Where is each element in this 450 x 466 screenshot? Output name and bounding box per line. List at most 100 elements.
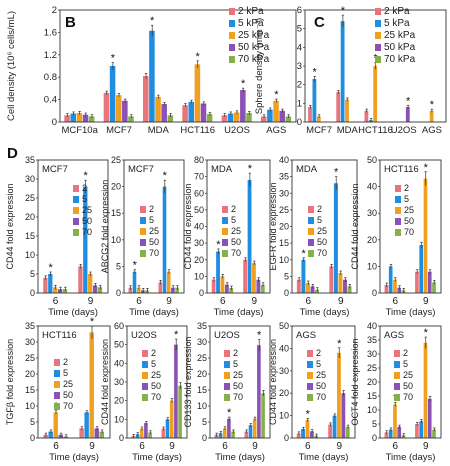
bar (388, 429, 393, 438)
axes-frame (37, 325, 111, 439)
legend-swatch (394, 361, 400, 368)
bar (256, 279, 261, 293)
axes-frame (37, 159, 109, 294)
legend-label: 25 (316, 370, 326, 380)
axes-frame (291, 159, 358, 294)
bar (338, 273, 343, 293)
bar (296, 433, 301, 438)
legend-swatch (73, 207, 79, 214)
bar (261, 393, 265, 438)
bar (308, 107, 312, 122)
legend-label: 25 (403, 370, 413, 380)
legend-label: 5 (404, 194, 409, 204)
bar (79, 428, 84, 438)
legend-swatch (142, 394, 148, 401)
bar (70, 113, 76, 122)
legend-label: 70 (149, 248, 159, 258)
bar (309, 431, 314, 438)
y-tick-label: 10 (279, 411, 289, 421)
y-tick-label: 40 (367, 182, 377, 192)
x-tick-label: 6 (220, 296, 226, 307)
bar (243, 259, 248, 293)
legend-swatch (224, 383, 230, 390)
x-axis-label: Time (days) (49, 452, 99, 463)
bar (273, 100, 279, 122)
bar (427, 398, 432, 438)
bar (135, 434, 140, 438)
bar (310, 286, 315, 293)
x-tick-label: AGS (266, 125, 286, 136)
bar (341, 393, 346, 438)
legend-label: 5 kPa (384, 18, 410, 29)
bar (97, 287, 103, 293)
significance-star: * (248, 163, 253, 175)
legend-swatch (375, 20, 381, 27)
bar (148, 432, 152, 438)
panel-label-d: D (7, 145, 18, 162)
legend-label: 50 (316, 381, 326, 391)
y-tick-label: 40 (194, 222, 204, 232)
bar (397, 287, 402, 293)
x-tick-label: 9 (423, 441, 429, 452)
legend-label: 50 (403, 381, 413, 391)
bar (218, 433, 223, 438)
y-tick-label: 40 (114, 358, 124, 368)
chart-title: U2OS (214, 330, 240, 341)
axes-frame (379, 325, 442, 439)
legend-label: 25 (317, 226, 327, 236)
legend-label: 50 (149, 237, 159, 247)
legend-label: 2 (233, 348, 238, 358)
y-tick-label: 25 (197, 353, 207, 363)
y-axis-label: TGFβ fold expression (5, 339, 15, 425)
x-tick-label: 9 (338, 296, 344, 307)
legend-label: 25 (82, 205, 92, 215)
bar (305, 420, 310, 438)
bar (364, 110, 369, 122)
y-tick-label: 35 (279, 172, 289, 182)
x-tick-label: MCF7 (106, 125, 132, 136)
bar (220, 276, 225, 293)
legend-swatch (54, 370, 60, 377)
bar (167, 115, 174, 122)
bar (328, 424, 333, 438)
legend-swatch (395, 185, 401, 192)
y-tick-label: 10 (197, 401, 207, 411)
bar (224, 284, 229, 293)
legend-swatch (229, 8, 235, 15)
x-tick-label: 6 (305, 441, 311, 452)
y-tick-label: 50 (279, 321, 289, 331)
legend-swatch (222, 217, 228, 224)
legend-swatch (73, 218, 79, 225)
bar (384, 432, 389, 438)
legend-swatch (140, 228, 146, 235)
bar (347, 286, 352, 293)
bar (43, 277, 48, 293)
legend-label: 25 (149, 226, 159, 236)
significance-star: * (133, 260, 138, 272)
y-tick-label: 0.8 (44, 72, 57, 83)
x-tick-label: MCF10a (61, 125, 98, 136)
y-tick-label: 15 (197, 385, 207, 395)
y-tick-label: 30 (25, 337, 35, 347)
y-tick-label: 10 (114, 414, 124, 424)
legend-swatch (307, 383, 313, 390)
legend-label: 50 (233, 381, 243, 391)
bar (252, 263, 256, 293)
legend-label: 70 (151, 392, 161, 402)
legend-swatch (142, 361, 148, 368)
x-tick-label: U2OS (224, 125, 250, 136)
y-tick-label: 0 (30, 433, 35, 443)
legend-label: 70 (317, 248, 327, 258)
x-axis-label: Time (days) (386, 307, 436, 318)
legend-label: 5 (316, 359, 321, 369)
legend-label: 50 kPa (238, 42, 270, 53)
y-tick-label: 15 (25, 385, 35, 395)
y-tick-label: 6 (297, 5, 302, 16)
y-tick-label: 25 (25, 193, 35, 203)
bar (279, 110, 285, 122)
y-tick-label: 25 (279, 205, 289, 215)
y-tick-label: 20 (279, 222, 289, 232)
y-tick-label: 20 (279, 388, 289, 398)
legend-swatch (54, 359, 60, 366)
